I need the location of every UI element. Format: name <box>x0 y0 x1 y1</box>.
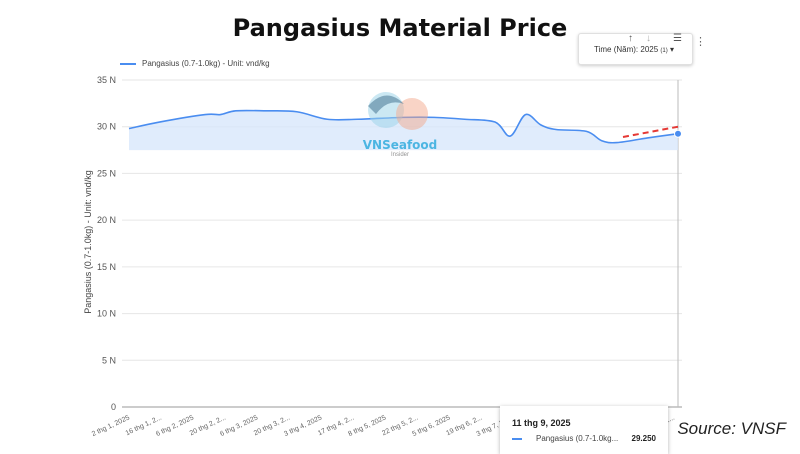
time-filter-control[interactable]: ↑ ↓ ☰ Time (Năm): 2025 (1) ▾ <box>578 33 693 65</box>
y-tick-label: 20 N <box>97 215 116 225</box>
series-line <box>128 109 679 144</box>
y-tick-label: 15 N <box>97 262 116 272</box>
y-tick-label: 0 <box>111 402 116 412</box>
time-filter-count: (1) <box>660 48 668 54</box>
y-tick-label: 35 N <box>97 75 116 85</box>
series-area <box>129 110 678 151</box>
watermark-brand: VNSeafood <box>362 138 438 152</box>
tooltip-series: Pangasius (0.7-1.0kg... <box>536 434 619 443</box>
source-note: Source: VNSF <box>677 419 786 438</box>
tooltip-value: 29.250 <box>631 434 656 443</box>
tooltip-swatch <box>512 438 522 440</box>
chevron-down-icon: ▾ <box>669 45 674 54</box>
arrow-down-icon[interactable]: ↓ <box>646 33 651 44</box>
filter-icon[interactable]: ☰ <box>673 33 682 44</box>
data-point-highlight <box>674 129 682 138</box>
chart-legend[interactable]: Pangasius (0.7-1.0kg) - Unit: vnd/kg <box>120 59 270 68</box>
time-filter-dropdown[interactable]: Time (Năm): 2025 (1) ▾ <box>594 45 674 54</box>
chart-title: Pangasius Material Price <box>232 14 568 42</box>
y-tick-label: 5 N <box>102 355 116 365</box>
x-tick-label: 2 thg 1, 2025 <box>91 414 131 438</box>
vnseafood-watermark-logo: VNSeafood Insider <box>354 84 446 166</box>
y-tick-label: 25 N <box>97 168 116 178</box>
arrow-up-icon[interactable]: ↑ <box>628 33 633 44</box>
tooltip-date: 11 thg 9, 2025 <box>512 418 571 428</box>
time-filter-label: Time (Năm): 2025 <box>594 45 659 54</box>
more-vert-icon[interactable]: ⋮ <box>695 36 706 48</box>
watermark-sub: Insider <box>390 152 409 158</box>
legend-swatch <box>120 62 136 65</box>
legend-label: Pangasius (0.7-1.0kg) - Unit: vnd/kg <box>142 59 270 68</box>
y-tick-label: 30 N <box>97 122 116 132</box>
data-tooltip: 11 thg 9, 2025 Pangasius (0.7-1.0kg... 2… <box>500 406 668 454</box>
y-tick-label: 10 N <box>97 309 116 319</box>
